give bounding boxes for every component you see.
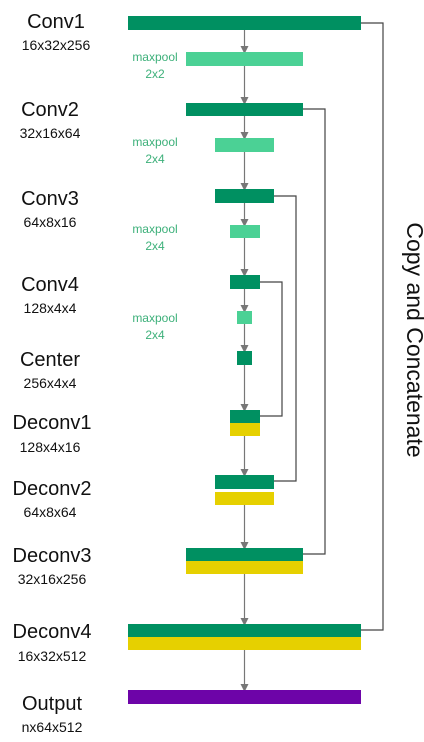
skip-line-conv3-deconv2 (274, 195, 297, 482)
block-conv3 (215, 189, 274, 203)
block-deconv2 (215, 475, 274, 489)
label-conv3: Conv3 (21, 188, 79, 210)
label-deconv1: Deconv1 (13, 412, 92, 434)
block-deconv1-concat (230, 423, 260, 436)
pool-size-1: 2x2 (145, 67, 165, 81)
label-output: Output (22, 693, 82, 715)
dims-output: nx64x512 (22, 719, 83, 735)
block-pool4 (237, 311, 252, 324)
block-deconv4-concat (128, 637, 361, 650)
label-center: Center (20, 349, 80, 371)
pool-size-2: 2x4 (145, 152, 165, 166)
label-conv4: Conv4 (21, 274, 79, 296)
label-deconv3: Deconv3 (13, 545, 92, 567)
block-center (237, 351, 252, 365)
block-deconv4 (128, 624, 361, 637)
dims-center: 256x4x4 (24, 375, 77, 391)
layer-blocks (128, 16, 361, 704)
pool-label-3: maxpool (132, 222, 177, 236)
skip-line-conv2-deconv3 (303, 108, 326, 555)
pool-label-1: maxpool (132, 50, 177, 64)
block-deconv2-concat (215, 492, 274, 505)
pool-size-4: 2x4 (145, 328, 165, 342)
layer-labels: Conv1 16x32x256 Conv2 32x16x64 Conv3 64x… (13, 11, 92, 735)
block-pool3 (230, 225, 260, 238)
block-conv4 (230, 275, 260, 289)
block-pool1 (186, 52, 303, 66)
block-pool2 (215, 138, 274, 152)
dims-deconv3: 32x16x256 (18, 571, 87, 587)
skip-connections (260, 22, 384, 631)
dims-deconv1: 128x4x16 (20, 439, 81, 455)
skip-line-conv1-deconv4 (361, 22, 384, 631)
pool-label-2: maxpool (132, 135, 177, 149)
label-conv2: Conv2 (21, 99, 79, 121)
dims-conv3: 64x8x16 (24, 214, 77, 230)
dims-conv2: 32x16x64 (20, 125, 81, 141)
block-deconv3-concat (186, 561, 303, 574)
dims-deconv4: 16x32x512 (18, 648, 87, 664)
skip-line-conv4-deconv1 (260, 281, 283, 417)
block-conv1 (128, 16, 361, 30)
copy-concatenate-label: Copy and Concatenate (402, 222, 424, 457)
block-output (128, 690, 361, 704)
block-conv2 (186, 103, 303, 116)
label-deconv4: Deconv4 (13, 621, 92, 643)
dims-conv4: 128x4x4 (24, 300, 77, 316)
block-deconv3 (186, 548, 303, 561)
pool-label-4: maxpool (132, 311, 177, 325)
dims-conv1: 16x32x256 (22, 37, 91, 53)
label-deconv2: Deconv2 (13, 478, 92, 500)
pool-labels: maxpool 2x2 maxpool 2x4 maxpool 2x4 maxp… (132, 50, 177, 342)
pool-size-3: 2x4 (145, 239, 165, 253)
label-conv1: Conv1 (27, 11, 85, 33)
block-deconv1 (230, 410, 260, 423)
dims-deconv2: 64x8x64 (24, 504, 77, 520)
